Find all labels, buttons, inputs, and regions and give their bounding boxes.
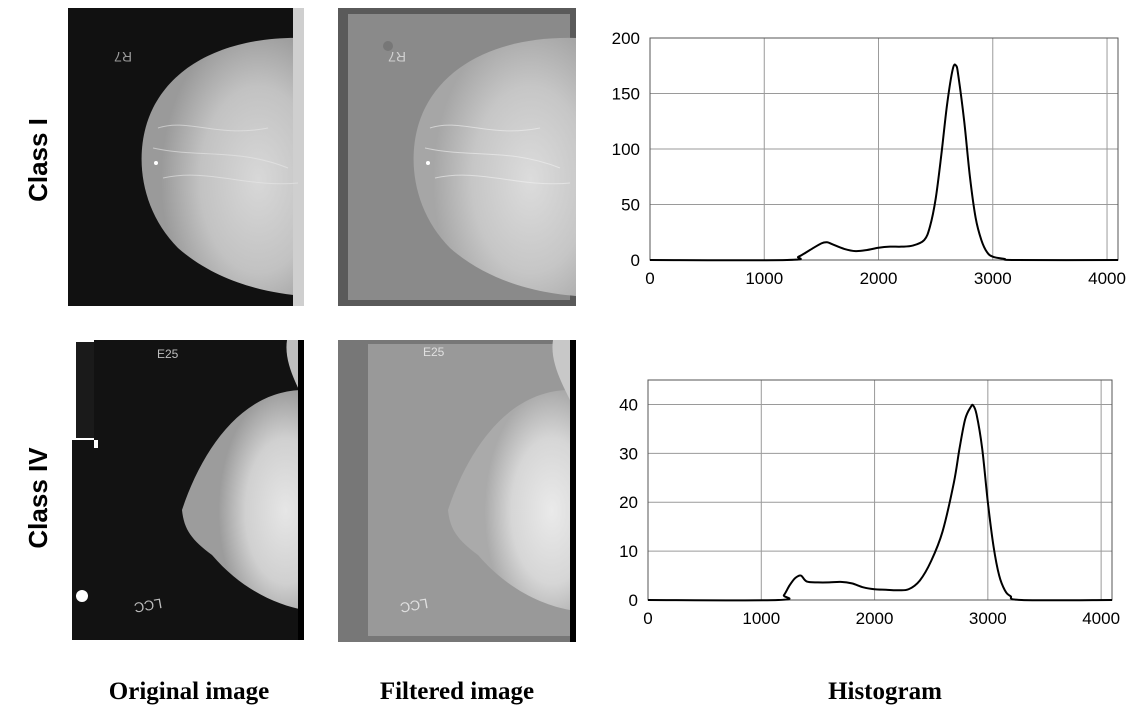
x-tick-label: 3000 <box>969 609 1007 628</box>
class-iv-original-image: E25 LCC <box>72 340 304 640</box>
y-tick-label: 50 <box>621 196 640 215</box>
y-tick-label: 0 <box>629 591 638 610</box>
x-tick-label: 2000 <box>856 609 894 628</box>
class-iv-filtered-marker-bottom: LCC <box>399 595 429 616</box>
class-i-film-marker: R7 <box>114 49 132 65</box>
y-tick-label: 40 <box>619 395 638 414</box>
y-tick-label: 100 <box>612 140 640 159</box>
class-iv-histogram-chart: 0 1000 2000 3000 4000 0 10 20 30 40 <box>619 379 1120 628</box>
histogram-series-line <box>649 63 1119 262</box>
y-tick-label: 20 <box>619 493 638 512</box>
class-iv-film-marker-bottom: LCC <box>133 595 163 616</box>
histogram-series-line <box>647 403 1113 602</box>
x-tick-label: 2000 <box>860 269 898 288</box>
column-label-filtered: Filtered image <box>379 678 535 705</box>
class-iv-film-marker-top: E25 <box>157 347 179 361</box>
y-tick-label: 200 <box>612 29 640 48</box>
y-tick-label: 150 <box>612 85 640 104</box>
x-tick-label: 1000 <box>745 269 783 288</box>
plot-frame <box>649 37 1119 261</box>
x-tick-label: 0 <box>643 609 652 628</box>
class-iv-filtered-marker-top: E25 <box>423 345 445 359</box>
class-i-filtered-film-marker: R7 <box>388 49 406 65</box>
y-tick-label: 10 <box>619 542 638 561</box>
x-tick-label: 3000 <box>974 269 1012 288</box>
x-tick-label: 4000 <box>1082 609 1120 628</box>
column-label-original: Original image <box>108 678 270 705</box>
row-label-class-i: Class I <box>23 118 53 202</box>
x-tick-label: 4000 <box>1088 269 1126 288</box>
plot-frame <box>647 379 1113 601</box>
class-i-filtered-image: R7 <box>338 8 576 306</box>
row-label-class-iv: Class IV <box>23 447 53 549</box>
x-tick-label: 0 <box>645 269 654 288</box>
class-iv-filtered-image: E25 LCC <box>338 340 576 642</box>
y-tick-label: 0 <box>631 251 640 270</box>
class-i-original-image: R7 <box>68 8 304 306</box>
class-i-histogram-chart: 0 1000 2000 3000 4000 0 50 100 150 200 <box>612 29 1126 288</box>
x-tick-label: 1000 <box>742 609 780 628</box>
column-label-histogram: Histogram <box>828 678 942 705</box>
y-tick-label: 30 <box>619 444 638 463</box>
